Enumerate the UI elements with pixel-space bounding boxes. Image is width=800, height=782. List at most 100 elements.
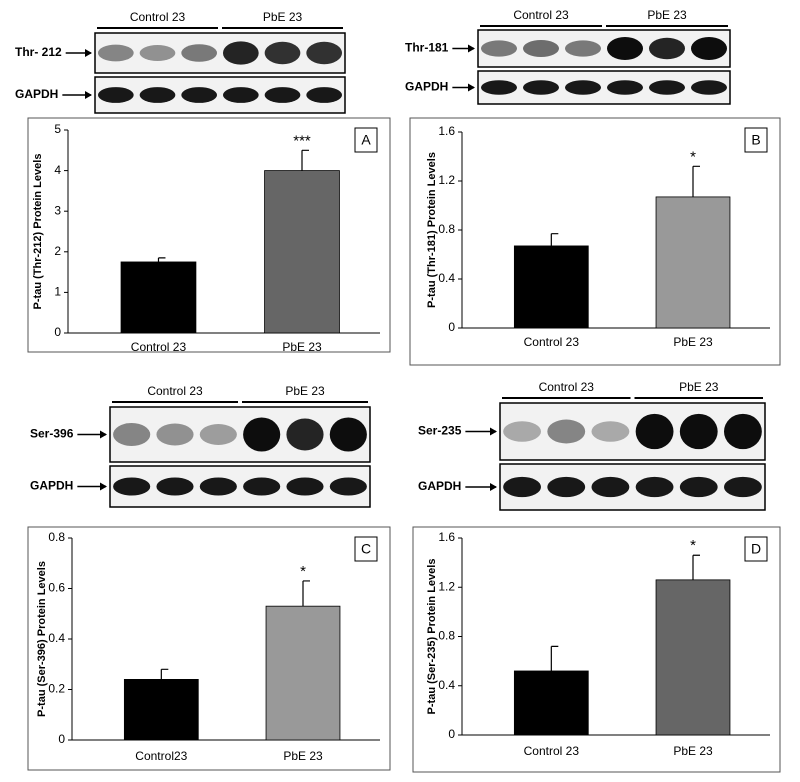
y-tick-label: 0.4 [438,271,455,285]
y-tick-label: 0.8 [48,530,65,544]
blot-band [97,87,134,103]
error-bar [302,580,310,607]
bar [513,245,589,329]
row-arrowhead [490,483,497,491]
y-tick-label: 1.6 [438,124,455,138]
row-arrowhead [100,482,107,491]
blot-band [691,37,727,60]
group-label: Control 23 [147,384,203,398]
error-bar [550,233,559,246]
row-label: Thr-181 [405,41,449,55]
panel-label: D [751,541,761,557]
blot-band [222,87,259,103]
blot-band [306,87,343,103]
panel-label-box [354,127,378,153]
error-bar [692,165,700,197]
blot-band [286,418,324,451]
x-tick-label: Control 23 [524,335,580,349]
group-label: PbE 23 [263,10,303,24]
chart-frame [409,117,781,366]
chart-frame [27,117,391,353]
blot-band [199,477,237,496]
blot-band [329,417,367,452]
blot-strip [477,70,731,105]
panel-label: A [361,132,371,148]
group-label: PbE 23 [679,380,719,394]
blot-band [139,87,176,103]
blot-band [503,421,542,442]
blot-band [649,37,685,60]
row-arrowhead [85,49,92,57]
row-label: Thr- 212 [15,45,62,59]
blot-band [264,41,301,65]
x-tick-label: PbE 23 [282,340,322,354]
y-tick-label: 0.4 [48,631,65,645]
panel-label: B [751,132,760,148]
significance-annotation: * [690,537,696,554]
group-label: Control 23 [513,8,569,22]
row-label: Ser-235 [418,424,462,438]
blot-band [723,413,762,450]
bar [120,261,197,334]
group-label: PbE 23 [647,8,687,22]
y-tick-label: 0.2 [48,682,65,696]
y-axis-label: P-tau (Thr-212) Protein Levels [32,154,44,310]
row-arrowhead [468,44,475,53]
blot-band [156,477,194,496]
significance-annotation: * [300,563,306,580]
row-label: Ser-396 [30,427,74,441]
group-label: Control 23 [130,10,186,24]
blot-band [222,41,259,65]
blot-band [607,80,643,95]
blot-band [523,39,559,58]
y-tick-label: 0 [58,732,65,746]
blot-strip [94,32,346,74]
y-tick-label: 1.2 [438,579,455,593]
error-bar [301,149,309,171]
blot-band [243,477,281,496]
y-tick-label: 0.4 [438,678,455,692]
bar [265,605,341,741]
x-tick-label: Control23 [135,749,187,763]
significance-annotation: * [690,148,696,165]
blot-band [523,80,559,95]
row-label: GAPDH [30,479,73,493]
row-label: GAPDH [418,479,461,493]
blot-band [635,413,674,450]
blot-band [649,80,685,95]
blot-band [723,476,762,498]
blot-band [481,80,517,95]
blot-band [591,421,630,442]
y-tick-label: 1.6 [438,530,455,544]
x-tick-label: PbE 23 [673,744,713,758]
blot-band [264,87,301,103]
blot-band [591,476,630,498]
blot-strip [477,29,731,68]
blot-band [565,40,601,57]
blot-band [679,476,718,498]
bar [123,679,199,741]
y-tick-label: 4 [54,163,61,177]
panel-label: C [361,541,371,557]
row-arrowhead [468,83,475,92]
blot-band [306,41,343,65]
y-axis-label: P-tau (Ser-396) Protein Levels [36,561,48,717]
blot-band [503,476,542,498]
chart-frame [27,526,391,771]
blot-band [286,477,324,496]
blot-band [113,422,151,447]
error-bar [157,257,166,262]
error-bar [550,645,559,671]
x-tick-label: PbE 23 [673,335,713,349]
y-axis-label: P-tau (Ser-235) Protein Levels [426,559,438,715]
row-arrowhead [85,91,92,99]
x-tick-label: Control 23 [524,744,580,758]
blot-band [481,40,517,57]
bar [655,579,731,736]
y-tick-label: 2 [54,244,61,258]
bar [655,196,731,329]
blot-band [565,80,601,95]
blot-band [139,45,176,61]
blot-band [547,476,586,498]
blot-band [607,37,643,60]
